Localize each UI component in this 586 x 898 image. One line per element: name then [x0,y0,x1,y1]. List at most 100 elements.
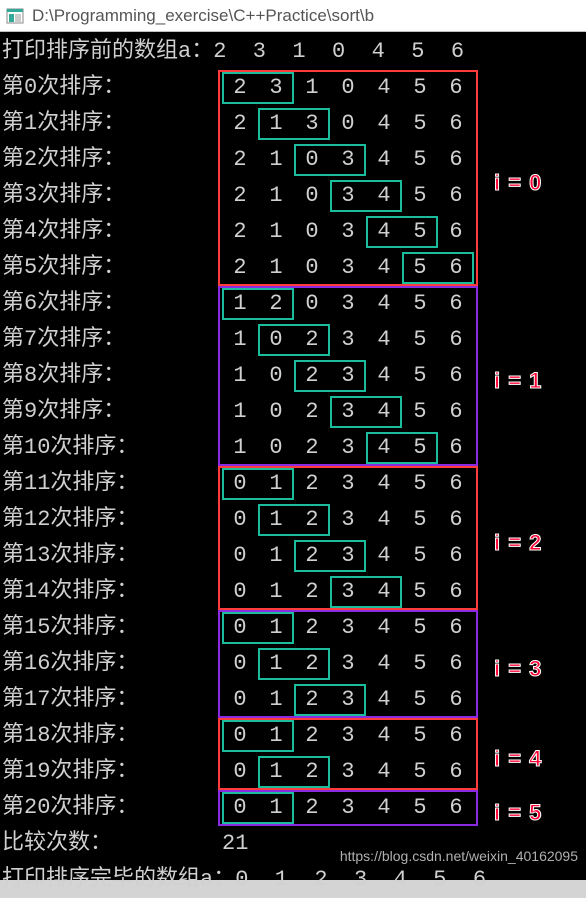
value-cell: 6 [438,754,474,790]
value-cell: 0 [222,574,258,610]
row-values: 0123456 [222,754,474,790]
value-cell: 4 [366,466,402,502]
value-cell: 1 [258,214,294,250]
value-cell: 5 [402,106,438,142]
value-cell: 0 [222,610,258,646]
value-cell: 4 [366,502,402,538]
value-cell: 4 [366,430,402,466]
value-cell: 1 [258,718,294,754]
console-output: 打印排序前的数组a：2 3 1 0 4 5 6 第0次排序：2310456第1次… [0,32,586,880]
row-values: 1023456 [222,394,474,430]
sort-row: 第10次排序：1023456 [0,430,586,466]
value-cell: 0 [294,142,330,178]
value-cell: 4 [366,214,402,250]
value-cell: 1 [222,358,258,394]
row-values: 1023456 [222,358,474,394]
value-cell: 0 [258,430,294,466]
value-cell: 3 [330,358,366,394]
row-values: 0123456 [222,790,474,826]
value-cell: 6 [438,682,474,718]
value-cell: 2 [294,718,330,754]
sort-row: 第1次排序：2130456 [0,106,586,142]
value-cell: 5 [402,70,438,106]
value-cell: 3 [330,322,366,358]
value-cell: 4 [366,610,402,646]
row-values: 2103456 [222,178,474,214]
value-cell: 2 [294,430,330,466]
value-cell: 4 [366,106,402,142]
row-values: 0123456 [222,502,474,538]
row-values: 1023456 [222,430,474,466]
row-values: 2103456 [222,142,474,178]
value-cell: 6 [438,466,474,502]
value-cell: 0 [294,250,330,286]
value-cell: 1 [222,430,258,466]
row-label: 第9次排序： [0,394,222,430]
sort-row: 第17次排序：0123456 [0,682,586,718]
window-title-bar: D:\Programming_exercise\C++Practice\sort… [0,0,586,32]
value-cell: 1 [258,178,294,214]
value-cell: 4 [366,322,402,358]
value-cell: 4 [366,682,402,718]
row-label: 第8次排序： [0,358,222,394]
value-cell: 0 [330,106,366,142]
sort-row: 第5次排序：2103456 [0,250,586,286]
iteration-annotation: i = 3 [494,651,542,687]
value-cell: 5 [402,214,438,250]
row-values: 0123456 [222,718,474,754]
value-cell: 1 [222,394,258,430]
value-cell: 4 [366,538,402,574]
value-cell: 3 [330,502,366,538]
value-cell: 4 [366,394,402,430]
value-cell: 3 [330,754,366,790]
value-cell: 6 [438,790,474,826]
value-cell: 5 [402,502,438,538]
iteration-annotation: i = 4 [494,741,542,777]
value-cell: 2 [294,538,330,574]
value-cell: 1 [258,790,294,826]
value-cell: 1 [222,286,258,322]
sort-row: 第15次排序：0123456 [0,610,586,646]
value-cell: 2 [294,358,330,394]
value-cell: 5 [402,682,438,718]
sort-row: 第6次排序：1203456 [0,286,586,322]
value-cell: 4 [366,790,402,826]
row-label: 第20次排序： [0,790,222,826]
value-cell: 0 [258,394,294,430]
value-cell: 0 [258,358,294,394]
value-cell: 5 [402,178,438,214]
value-cell: 0 [294,178,330,214]
value-cell: 5 [402,718,438,754]
compare-label: 比较次数： [0,826,222,862]
sort-row: 第11次排序：0123456 [0,466,586,502]
value-cell: 2 [294,682,330,718]
value-cell: 4 [366,754,402,790]
value-cell: 3 [330,466,366,502]
value-cell: 5 [402,574,438,610]
value-cell: 6 [438,322,474,358]
value-cell: 5 [402,466,438,502]
value-cell: 0 [222,790,258,826]
value-cell: 4 [366,250,402,286]
value-cell: 0 [222,466,258,502]
value-cell: 0 [222,502,258,538]
value-cell: 3 [330,538,366,574]
value-cell: 0 [222,538,258,574]
sort-row: 第4次排序：2103456 [0,214,586,250]
value-cell: 5 [402,646,438,682]
value-cell: 2 [258,286,294,322]
value-cell: 5 [402,430,438,466]
value-cell: 1 [258,682,294,718]
value-cell: 3 [330,574,366,610]
value-cell: 6 [438,430,474,466]
row-values: 0123456 [222,466,474,502]
value-cell: 6 [438,610,474,646]
value-cell: 4 [366,286,402,322]
value-cell: 6 [438,70,474,106]
value-cell: 6 [438,394,474,430]
row-label: 第4次排序： [0,214,222,250]
row-label: 第7次排序： [0,322,222,358]
value-cell: 1 [294,70,330,106]
value-cell: 2 [294,502,330,538]
sort-row: 第7次排序：1023456 [0,322,586,358]
